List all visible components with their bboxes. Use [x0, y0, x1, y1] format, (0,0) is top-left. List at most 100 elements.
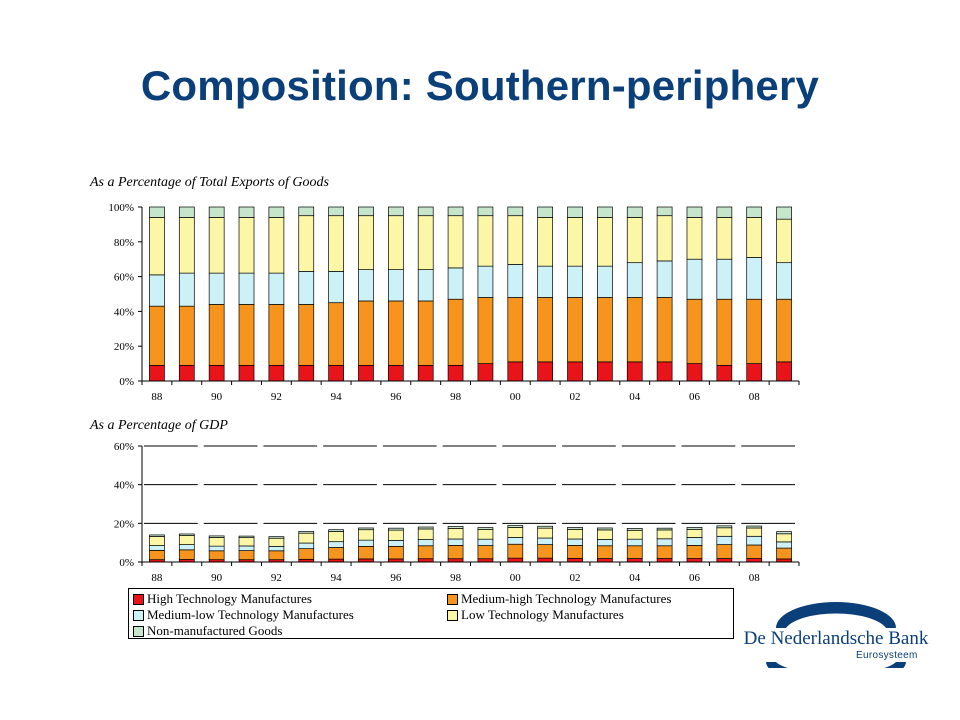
gdp-y-tick-label: 20%: [114, 518, 134, 530]
gdp-bar-medium_low: [626, 538, 643, 547]
top-chart-subtitle: As a Percentage of Total Exports of Good…: [90, 175, 329, 190]
gdp-bar-medium_low: [208, 545, 225, 552]
gdp-bar-medium_low: [417, 539, 434, 547]
gdp-bar-low: [417, 528, 434, 540]
exports-y-tick-label: 80%: [114, 237, 134, 249]
exports-y-tick-label: 40%: [114, 306, 134, 318]
exports-bar-non_manufactured: [178, 206, 195, 218]
gdp-bar-medium_low: [537, 537, 554, 545]
legend-label-medium-low: Medium-low Technology Manufactures: [147, 607, 354, 622]
gdp-bar-medium_low: [298, 542, 315, 550]
exports-bar-non_manufactured: [686, 206, 703, 218]
exports-x-tick-label: 92: [271, 391, 282, 403]
gdp-bar-non_manufactured: [537, 525, 554, 529]
gdp-bar-medium_high: [776, 547, 792, 560]
exports-bar-non_manufactured: [358, 206, 374, 217]
gdp-bar-non_manufactured: [417, 526, 434, 530]
exports-bar-non_manufactured: [567, 206, 583, 218]
gdp-bar-medium_high: [268, 550, 285, 561]
gdp-bar-medium_high: [208, 550, 225, 561]
exports-bar-non_manufactured: [238, 206, 255, 218]
gdp-bar-non_manufactured: [507, 525, 524, 528]
gdp-bar-medium_low: [238, 545, 255, 551]
gdp-bar-medium_low: [776, 541, 792, 549]
gdp-bar-non_manufactured: [716, 525, 733, 529]
legend-item-low: Low Technology Manufactures: [447, 608, 624, 622]
legend-item-high: High Technology Manufactures: [133, 592, 312, 606]
exports-bar-non_manufactured: [507, 206, 524, 217]
gdp-bar-low: [537, 527, 554, 539]
gdp-bar-medium_high: [567, 545, 583, 559]
exports-bar-non_manufactured: [746, 206, 763, 218]
gdp-bar-low: [298, 532, 315, 544]
gdp-bar-non_manufactured: [597, 527, 613, 531]
slide-title: Composition: Southern-periphery: [140, 62, 820, 109]
gdp-bar-low: [328, 531, 344, 543]
gdp-bar-medium_low: [268, 545, 285, 552]
gdp-bar-non_manufactured: [776, 531, 792, 535]
dnb-logo: De Nederlandsche Bank Eurosysteem: [736, 598, 936, 668]
gdp-bar-medium_low: [328, 541, 344, 548]
exports-bar-non_manufactured: [477, 206, 494, 217]
exports-x-tick-label: 06: [689, 391, 701, 403]
exports-bar-non_manufactured: [328, 206, 344, 217]
gdp-bar-low: [149, 536, 165, 546]
exports-x-tick-label: 96: [390, 391, 402, 403]
legend-swatch-high: [133, 593, 144, 605]
chart-legend: High Technology Manufactures Medium-high…: [128, 588, 734, 639]
gdp-bar-medium_low: [178, 544, 195, 551]
legend-label-high: High Technology Manufactures: [147, 591, 312, 606]
bottom-chart-subtitle: As a Percentage of GDP: [90, 418, 228, 433]
exports-bar-non_manufactured: [716, 206, 733, 218]
gdp-bar-low: [567, 528, 583, 540]
gdp-bar-medium_low: [477, 538, 494, 546]
gdp-bar-medium_low: [447, 538, 464, 546]
gdp-bar-medium_high: [328, 547, 344, 560]
gdp-x-tick-label: 98: [450, 572, 462, 584]
exports-y-tick-label: 100%: [108, 202, 134, 214]
logo-sub: Eurosysteem: [856, 650, 918, 661]
gdp-x-tick-label: 92: [271, 572, 282, 584]
legend-label-non-manufactured: Non-manufactured Goods: [147, 623, 283, 638]
exports-bar-non_manufactured: [268, 206, 285, 218]
exports-bar-non_manufactured: [387, 206, 404, 217]
exports-y-tick-label: 20%: [114, 341, 134, 353]
gdp-bar-non_manufactured: [238, 535, 255, 538]
gdp-x-tick-label: 90: [211, 572, 223, 584]
exports-bar-non_manufactured: [298, 206, 315, 217]
gdp-bar-medium_high: [417, 545, 434, 560]
gdp-bar-low: [208, 537, 225, 547]
exports-x-tick-label: 98: [450, 391, 462, 403]
exports-bar-non_manufactured: [208, 206, 225, 218]
exports-bar-non_manufactured: [447, 206, 464, 217]
gdp-bar-medium_high: [507, 543, 524, 559]
gdp-x-tick-label: 00: [510, 572, 522, 584]
gdp-bar-medium_high: [358, 545, 374, 560]
gdp-bar-non_manufactured: [656, 527, 673, 531]
gdp-bar-low: [686, 528, 703, 538]
gdp-bar-medium_high: [178, 549, 195, 560]
gdp-bar-high: [507, 557, 524, 563]
gdp-bar-low: [268, 537, 285, 547]
gdp-bar-non_manufactured: [358, 527, 374, 531]
gdp-bar-medium_high: [626, 545, 643, 559]
gdp-bar-non_manufactured: [298, 531, 315, 534]
legend-item-medium-low: Medium-low Technology Manufactures: [133, 608, 354, 622]
gdp-bar-non_manufactured: [626, 528, 643, 531]
gdp-bar-medium_low: [597, 539, 613, 547]
gdp-bar-high: [686, 558, 703, 563]
gdp-bar-non_manufactured: [328, 529, 344, 532]
gdp-x-tick-label: 96: [390, 572, 402, 584]
exports-bar-non_manufactured: [417, 206, 434, 217]
gdp-bar-medium_low: [507, 537, 524, 545]
gdp-bar-medium_low: [656, 538, 673, 547]
gdp-bar-medium_high: [746, 544, 763, 559]
gdp-bar-medium_high: [387, 545, 404, 560]
gdp-y-tick-label: 0%: [119, 557, 134, 569]
gdp-bar-low: [387, 529, 404, 541]
gdp-bar-low: [238, 537, 255, 547]
gdp-bar-low: [358, 529, 374, 541]
exports-bar-non_manufactured: [776, 206, 792, 220]
gdp-bar-non_manufactured: [686, 527, 703, 530]
